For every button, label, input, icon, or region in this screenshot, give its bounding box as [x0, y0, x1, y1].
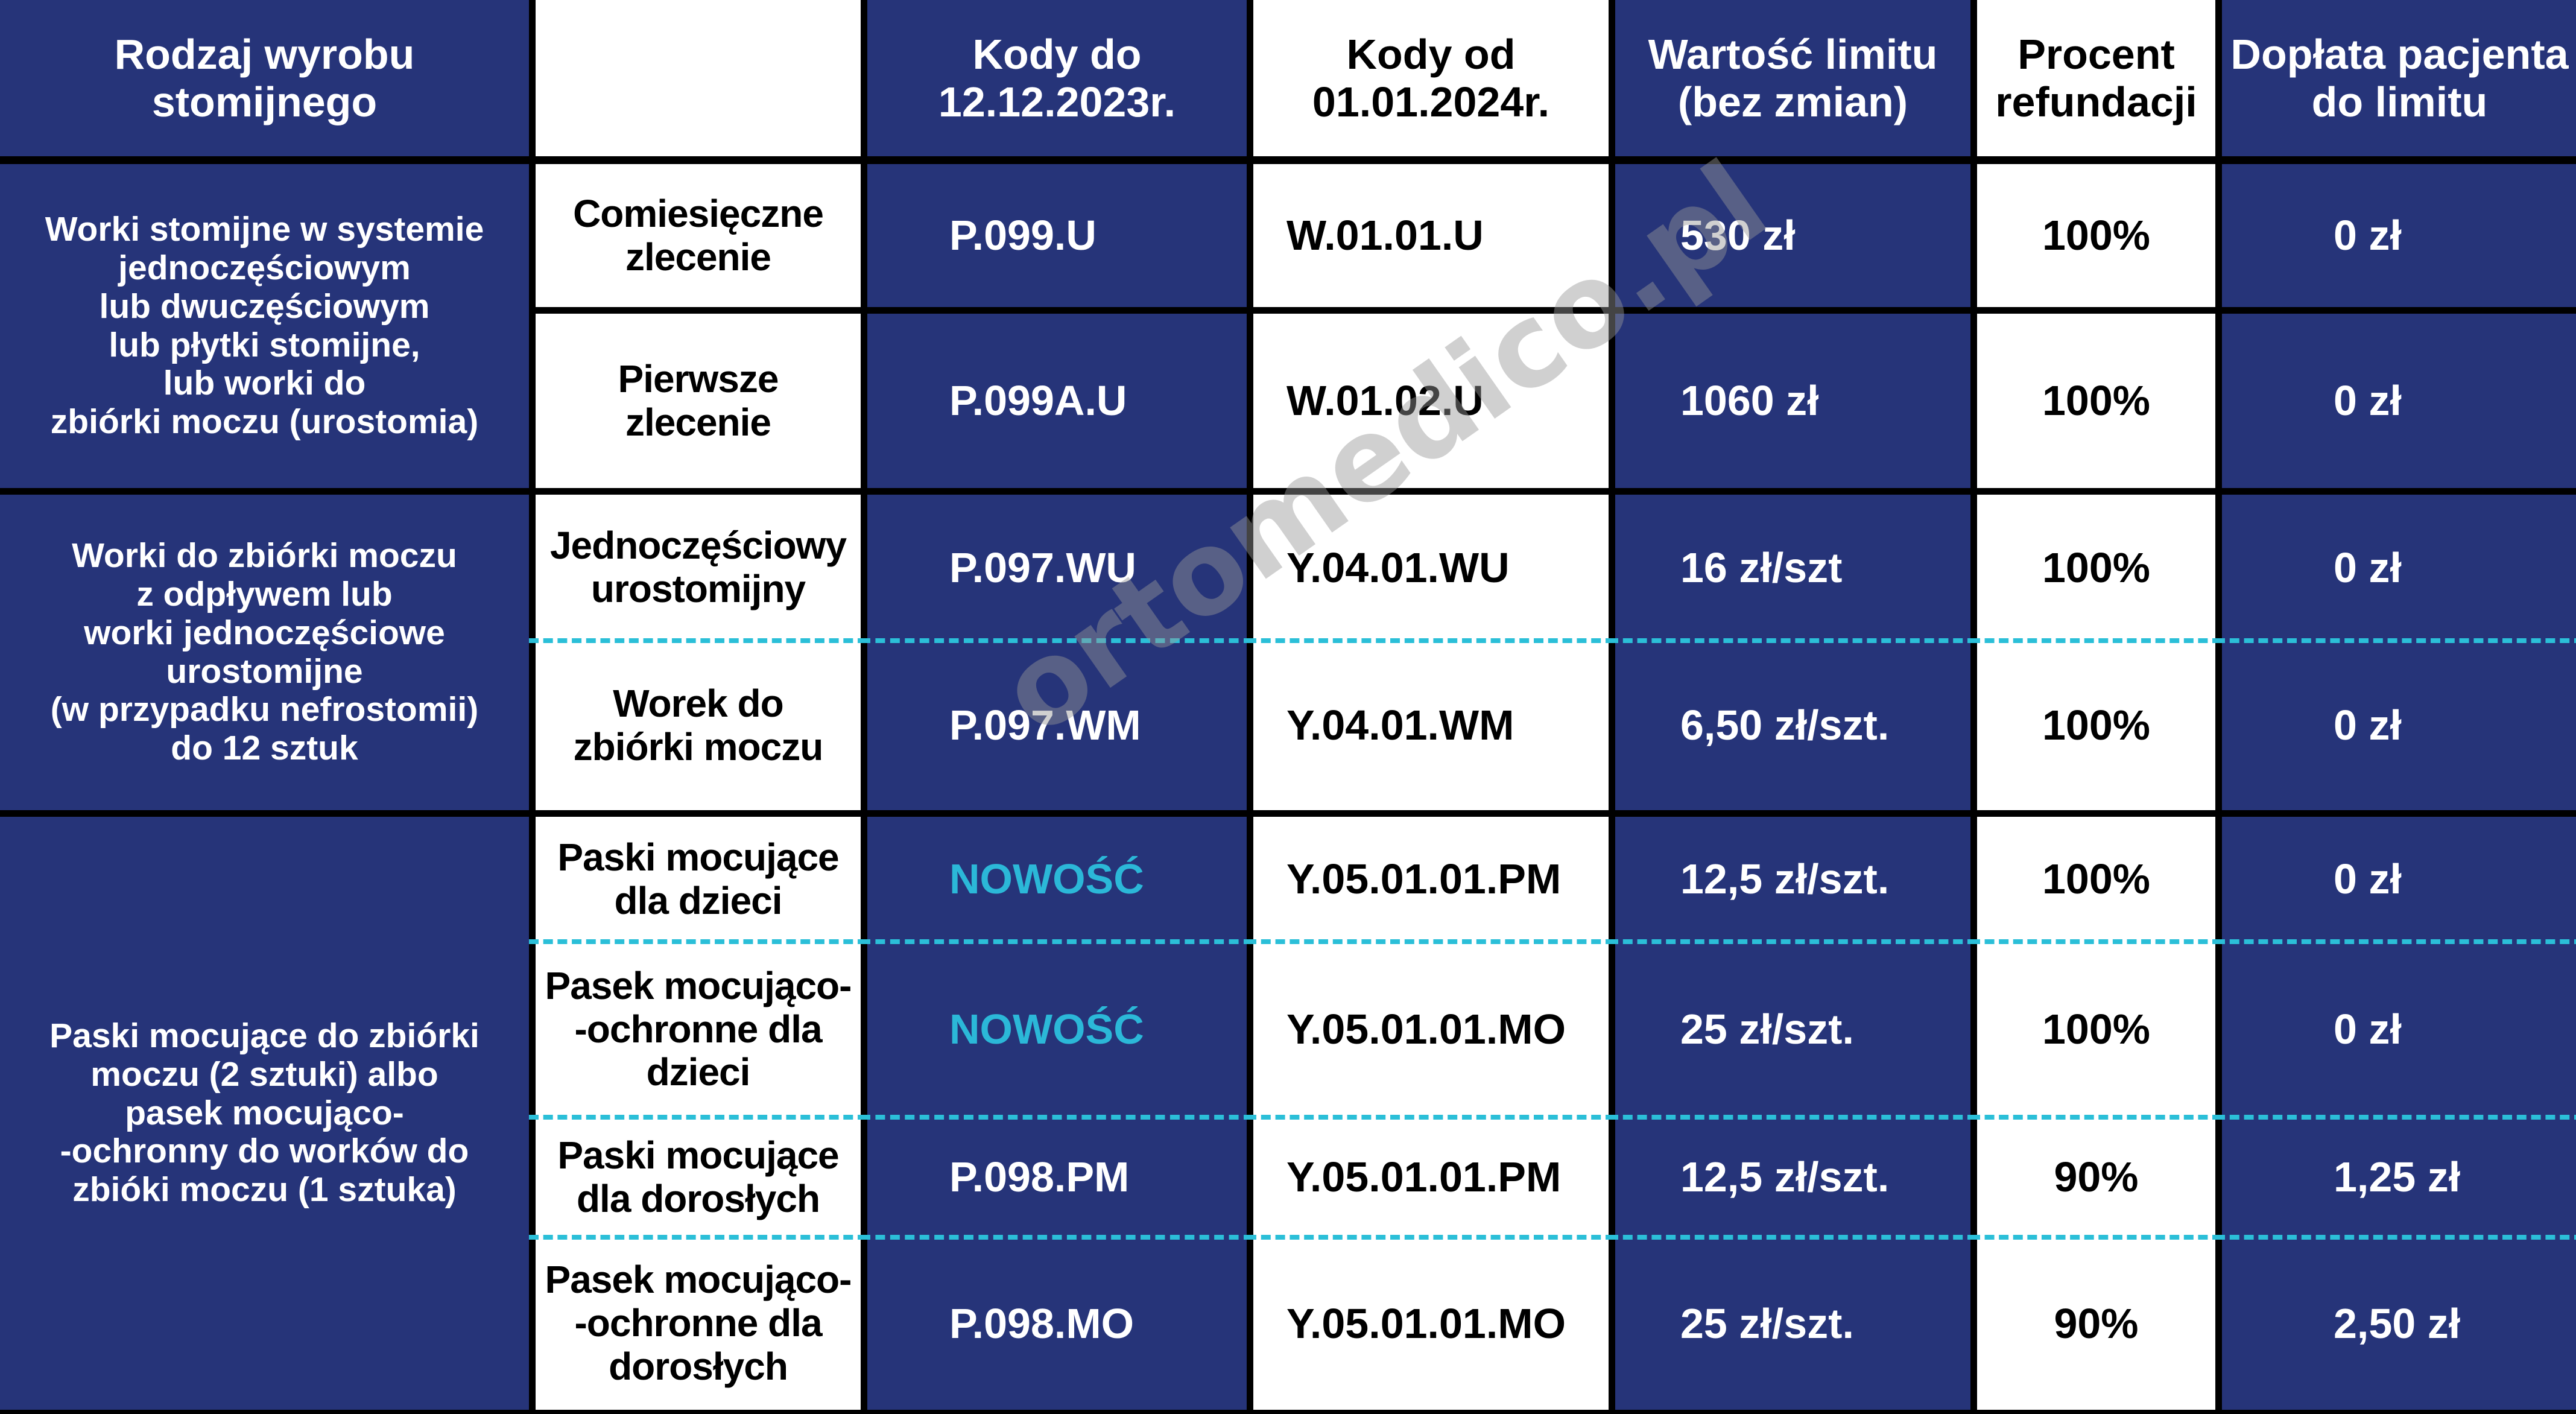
new-code-cell: Y.05.01.01.PM — [1253, 817, 1609, 942]
header-codes-new: Kody od 01.01.2024r. — [1253, 0, 1609, 156]
limit-cell: 530 zł — [1615, 164, 1970, 307]
old-code-cell: P.098.PM — [861, 1115, 1253, 1237]
new-code-cell: Y.04.01.WM — [1247, 638, 1615, 810]
copay-cell: 0 zł — [2215, 939, 2576, 1117]
refund-cell: 100% — [1970, 638, 2222, 810]
refund-cell: 100% — [1977, 164, 2215, 307]
subtype-cell: Jednoczęściowy urostomijny — [536, 495, 861, 641]
copay-cell: 0 zł — [2222, 817, 2576, 942]
refund-cell: 100% — [1970, 939, 2222, 1117]
new-code-cell: Y.05.01.01.MO — [1247, 939, 1615, 1117]
copay-cell: 1,25 zł — [2215, 1115, 2576, 1237]
subtype-cell: Worek do zbiórki moczu — [529, 638, 867, 810]
old-code-cell: P.097.WU — [867, 495, 1247, 641]
copay-cell: 0 zł — [2222, 314, 2576, 488]
copay-cell: 0 zł — [2215, 638, 2576, 810]
copay-cell: 0 zł — [2222, 495, 2576, 641]
header-patient-copay: Dopłata pacjenta do limitu — [2222, 0, 2576, 156]
group-label: Paski mocujące do zbiórki moczu (2 sztuk… — [0, 817, 529, 1410]
group-label: Worki stomijne w systemie jednoczęściowy… — [0, 164, 529, 488]
limit-cell: 16 zł/szt — [1615, 495, 1970, 641]
old-code-cell: P.099A.U — [867, 314, 1247, 488]
old-code-cell: NOWOŚĆ — [861, 939, 1253, 1117]
old-code-cell: P.097.WM — [861, 638, 1253, 810]
subtype-cell: Pasek mocująco- -ochronne dla dorosłych — [529, 1235, 867, 1410]
header-limit-value: Wartość limitu (bez zmian) — [1615, 0, 1970, 156]
refund-cell: 100% — [1977, 314, 2215, 488]
copay-cell: 2,50 zł — [2215, 1235, 2576, 1410]
subtype-cell: Paski mocujące dla dorosłych — [529, 1115, 867, 1237]
limit-cell: 1060 zł — [1615, 314, 1970, 488]
new-code-cell: Y.04.01.WU — [1253, 495, 1609, 641]
header-subtype — [536, 0, 861, 156]
header-product-type: Rodzaj wyrobu stomijnego — [0, 0, 529, 156]
new-code-cell: Y.05.01.01.MO — [1247, 1235, 1615, 1410]
refund-cell: 90% — [1970, 1235, 2222, 1410]
new-code-cell: W.01.01.U — [1253, 164, 1609, 307]
copay-cell: 0 zł — [2222, 164, 2576, 307]
header-codes-old: Kody do 12.12.2023r. — [867, 0, 1247, 156]
old-code-cell: NOWOŚĆ — [867, 817, 1247, 942]
old-code-cell: P.098.MO — [861, 1235, 1253, 1410]
limit-cell: 12,5 zł/szt. — [1615, 817, 1970, 942]
group-label: Worki do zbiórki moczu z odpływem lub wo… — [0, 495, 529, 810]
old-code-cell: P.099.U — [867, 164, 1247, 307]
refund-cell: 90% — [1970, 1115, 2222, 1237]
subtype-cell: Comiesięczne zlecenie — [536, 164, 861, 307]
subtype-cell: Paski mocujące dla dzieci — [536, 817, 861, 942]
subtype-cell: Pasek mocująco- -ochronne dla dzieci — [529, 939, 867, 1117]
header-refund-percent: Procent refundacji — [1977, 0, 2215, 156]
limit-cell: 12,5 zł/szt. — [1609, 1115, 1977, 1237]
refund-cell: 100% — [1977, 817, 2215, 942]
limit-cell: 25 zł/szt. — [1609, 1235, 1977, 1410]
refund-cell: 100% — [1977, 495, 2215, 641]
subtype-cell: Pierwsze zlecenie — [536, 314, 861, 488]
limit-cell: 6,50 zł/szt. — [1609, 638, 1977, 810]
new-code-cell: Y.05.01.01.PM — [1247, 1115, 1615, 1237]
limit-cell: 25 zł/szt. — [1609, 939, 1977, 1117]
new-code-cell: W.01.02.U — [1253, 314, 1609, 488]
